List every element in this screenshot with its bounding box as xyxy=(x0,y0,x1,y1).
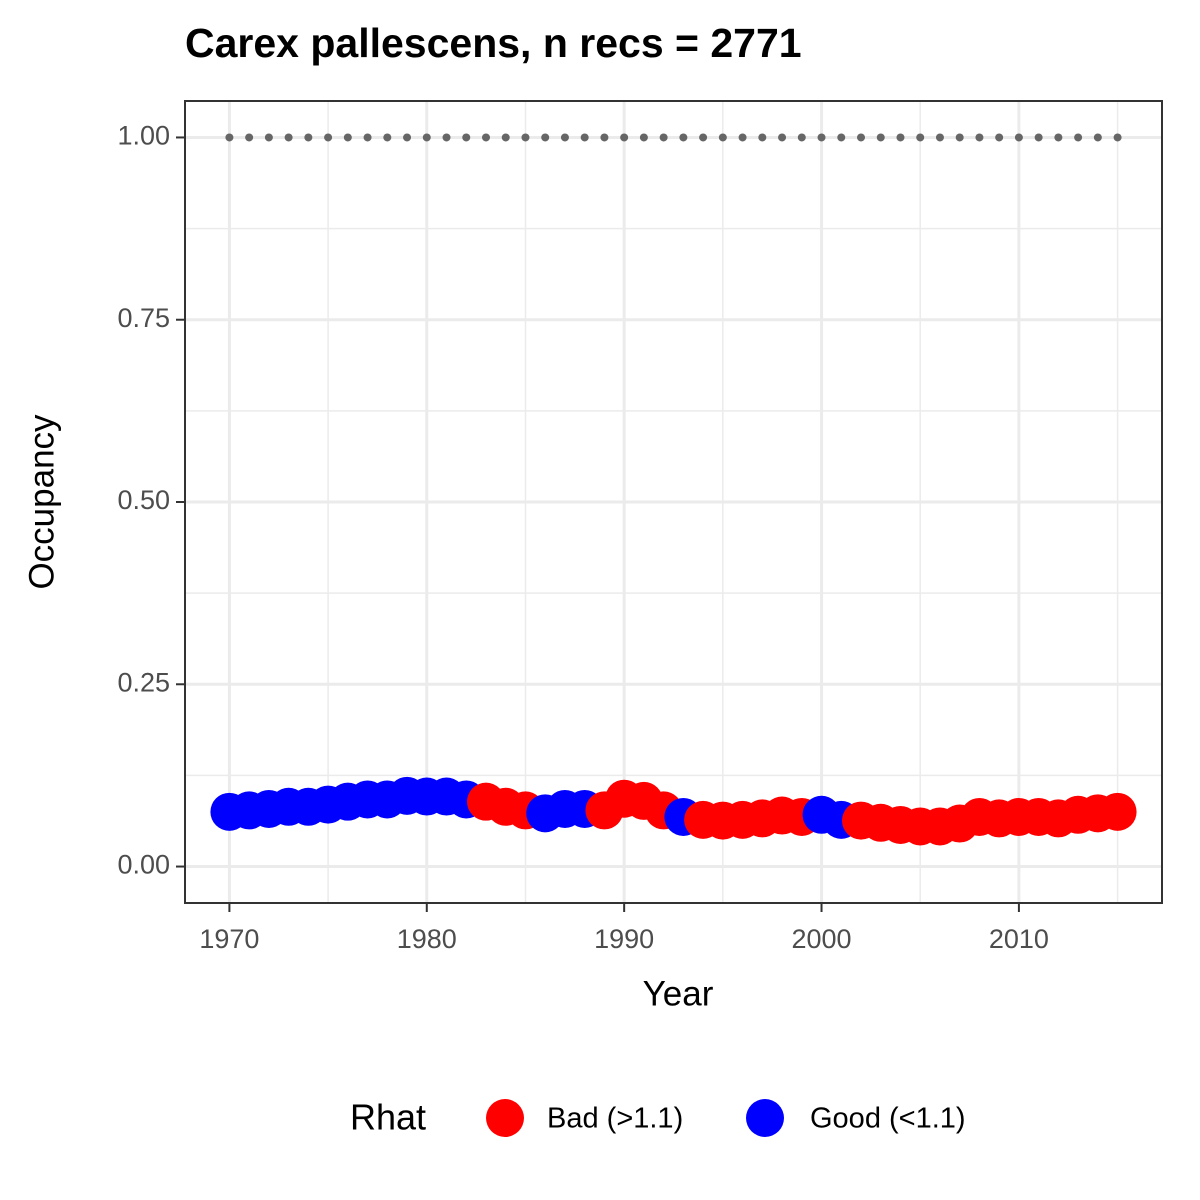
reference-point xyxy=(738,133,747,142)
reference-point xyxy=(718,133,727,142)
reference-point xyxy=(284,133,293,142)
reference-point xyxy=(639,133,648,142)
reference-point xyxy=(995,133,1004,142)
reference-point xyxy=(343,133,352,142)
reference-point xyxy=(304,133,313,142)
reference-point xyxy=(600,133,609,142)
reference-point xyxy=(501,133,510,142)
reference-point xyxy=(264,133,273,142)
reference-point xyxy=(679,133,688,142)
reference-point xyxy=(659,133,668,142)
y-axis-title: Occupancy xyxy=(22,414,61,590)
reference-point xyxy=(857,133,866,142)
y-tick-label: 0.50 xyxy=(117,485,170,515)
reference-point xyxy=(560,133,569,142)
reference-point xyxy=(541,133,550,142)
reference-point xyxy=(837,133,846,142)
reference-point xyxy=(521,133,530,142)
reference-point xyxy=(403,133,412,142)
x-tick-label: 1980 xyxy=(397,924,457,954)
reference-point xyxy=(580,133,589,142)
legend-marker xyxy=(746,1099,784,1137)
reference-point xyxy=(699,133,708,142)
reference-point xyxy=(817,133,826,142)
reference-point xyxy=(1074,133,1083,142)
x-tick-label: 2000 xyxy=(791,924,851,954)
reference-point xyxy=(363,133,372,142)
reference-point xyxy=(975,133,984,142)
reference-point xyxy=(1054,133,1063,142)
x-tick-label: 1970 xyxy=(199,924,259,954)
reference-point xyxy=(955,133,964,142)
reference-point xyxy=(876,133,885,142)
reference-point xyxy=(1093,133,1102,142)
reference-point xyxy=(1034,133,1043,142)
reference-point xyxy=(935,133,944,142)
reference-point xyxy=(422,133,431,142)
legend-label: Good (<1.1) xyxy=(810,1103,966,1135)
reference-point xyxy=(324,133,333,142)
x-axis-title: Year xyxy=(643,974,714,1013)
y-tick-label: 0.00 xyxy=(117,850,170,880)
chart-title: Carex pallescens, n recs = 2771 xyxy=(185,20,802,66)
reference-point xyxy=(1113,133,1122,142)
reference-point xyxy=(1014,133,1023,142)
reference-point xyxy=(442,133,451,142)
panel-border xyxy=(184,100,1163,904)
y-tick-label: 1.00 xyxy=(117,121,170,151)
reference-point xyxy=(797,133,806,142)
y-tick-label: 0.25 xyxy=(117,667,170,697)
reference-point xyxy=(245,133,254,142)
x-tick-label: 1990 xyxy=(594,924,654,954)
x-tick-label: 2010 xyxy=(989,924,1049,954)
reference-point xyxy=(896,133,905,142)
reference-point xyxy=(620,133,629,142)
reference-point xyxy=(462,133,471,142)
reference-point xyxy=(383,133,392,142)
reference-point xyxy=(481,133,490,142)
legend-title: Rhat xyxy=(350,1097,426,1138)
reference-point xyxy=(916,133,925,142)
reference-point xyxy=(778,133,787,142)
reference-point xyxy=(225,133,234,142)
legend-marker xyxy=(486,1099,524,1137)
y-tick-label: 0.75 xyxy=(117,303,170,333)
reference-point xyxy=(758,133,767,142)
point xyxy=(1098,792,1137,831)
legend-label: Bad (>1.1) xyxy=(547,1103,683,1135)
